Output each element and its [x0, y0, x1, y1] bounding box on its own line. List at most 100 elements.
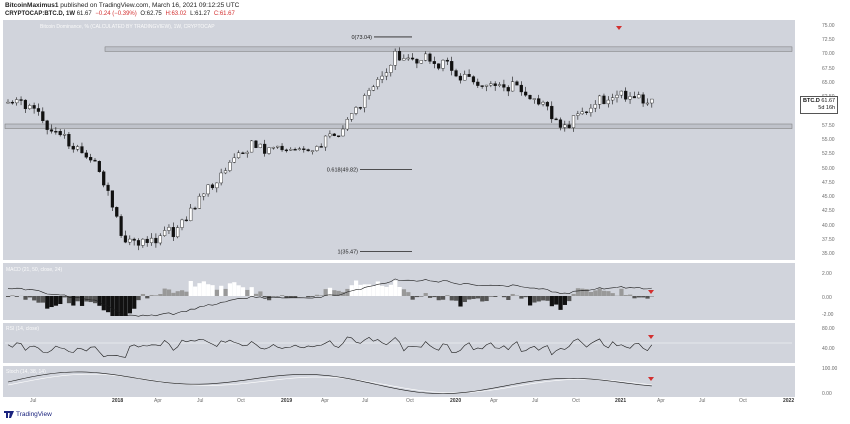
macd-histogram-bar	[545, 296, 550, 301]
x-tick-label: Jul	[197, 398, 204, 404]
candle-bear	[23, 99, 27, 110]
candle-bear	[337, 135, 341, 137]
candle-bull	[650, 98, 654, 104]
candle-bull	[249, 140, 254, 153]
candle-bull	[589, 107, 593, 113]
candle-bear	[106, 184, 110, 191]
macd-histogram-bar	[401, 289, 407, 296]
candle-bull	[637, 94, 641, 99]
x-tick-label: Jul	[362, 398, 369, 404]
price-axis[interactable]	[795, 20, 850, 397]
candle-bear	[476, 81, 480, 86]
candle-bear	[89, 157, 93, 161]
macd-legend: MACD (21, 50, close, 24)	[6, 267, 63, 273]
candle-bear	[641, 94, 645, 104]
candle-bear	[19, 99, 23, 101]
candle-bull	[354, 107, 358, 114]
macd-histogram-bar	[71, 296, 76, 306]
last-value: 61.67	[76, 11, 92, 17]
macd-histogram-bar	[193, 286, 198, 296]
macd-histogram-bar	[40, 296, 45, 303]
macd-histogram-bar	[567, 296, 572, 302]
candle-bear	[450, 61, 454, 71]
candle-bear	[437, 63, 441, 69]
indicator-tick-label: 0.00	[822, 295, 832, 301]
macd-histogram-bar	[210, 285, 215, 296]
macd-histogram-bar	[410, 296, 415, 300]
candle-bear	[145, 238, 149, 243]
candle-bull	[402, 58, 406, 61]
support-zone	[4, 123, 793, 129]
candle-bull	[189, 207, 193, 221]
candle-bear	[284, 149, 288, 152]
indicator-tick-label: 40.00	[822, 346, 835, 352]
macd-histogram-bar	[127, 296, 132, 314]
macd-histogram-bar	[628, 294, 633, 296]
candle-bull	[532, 98, 536, 100]
macd-histogram-bar	[306, 296, 311, 298]
macd-histogram-bar	[536, 296, 541, 302]
macd-histogram-bar	[166, 289, 172, 296]
macd-histogram-bar	[354, 280, 359, 296]
macd-histogram-bar	[188, 280, 193, 296]
x-tick-label: Apr	[321, 398, 329, 404]
macd-histogram-bar	[66, 296, 72, 304]
macd-histogram-bar	[541, 296, 546, 301]
macd-histogram-bar	[271, 296, 276, 297]
candle-bear	[293, 149, 297, 151]
candle-bear	[84, 152, 88, 158]
macd-histogram-bar	[93, 296, 98, 304]
macd-histogram-bar	[84, 296, 89, 302]
candle-bear	[445, 59, 449, 62]
ohlc-high: H:63.02	[165, 11, 187, 17]
candle-bear	[49, 129, 54, 132]
candle-bull	[141, 238, 145, 246]
candle-bull	[149, 237, 154, 243]
macd-histogram-bar	[445, 295, 450, 296]
candle-bull	[323, 135, 328, 148]
macd-histogram-bar	[475, 296, 480, 299]
y-tick-label: 50.00	[822, 165, 835, 172]
macd-histogram-bar	[53, 296, 59, 306]
candle-bear	[458, 75, 462, 81]
macd-histogram-bar	[123, 296, 128, 316]
candle-bear	[528, 94, 532, 100]
macd-histogram-bar	[158, 294, 163, 296]
candle-bull	[489, 83, 493, 86]
publisher-name[interactable]: BitcoinMaximus1	[5, 2, 59, 9]
price-tag-countdown: 5d 16h	[818, 105, 836, 111]
candle-bear	[319, 146, 323, 148]
macd-histogram-bar	[223, 288, 228, 296]
macd-histogram-bar	[114, 296, 119, 316]
macd-histogram-bar	[140, 293, 146, 296]
candle-bull	[376, 79, 380, 87]
y-tick-label: 47.50	[822, 179, 835, 186]
candle-bull	[206, 184, 210, 195]
candle-bear	[332, 133, 336, 136]
macd-histogram-bar	[88, 296, 93, 303]
candle-bear	[502, 84, 506, 88]
candle-bear	[397, 50, 402, 61]
candle-bull	[297, 148, 302, 150]
macd-histogram-bar	[619, 288, 624, 296]
macd-histogram-bar	[23, 296, 28, 300]
stoch-pane[interactable]	[3, 366, 795, 397]
resistance-zone	[104, 46, 793, 52]
candle-bear	[110, 190, 114, 208]
candle-bull	[310, 150, 315, 152]
macd-histogram-bar	[623, 295, 628, 296]
macd-histogram-bar	[436, 296, 441, 301]
macd-histogram-bar	[345, 288, 350, 296]
macd-histogram-bar	[367, 284, 372, 296]
y-tick-label: 72.50	[822, 37, 835, 43]
tradingview-logo[interactable]: TradingView	[4, 411, 52, 418]
macd-histogram-bar	[79, 296, 85, 306]
candle-bull	[380, 75, 384, 80]
macd-histogram-bar	[393, 280, 398, 296]
candle-bear	[36, 108, 41, 112]
symbol-label[interactable]: CRYPTOCAP:BTC.D, 1W	[5, 11, 76, 17]
y-tick-label: 45.00	[822, 194, 835, 201]
macd-histogram-bar	[632, 296, 637, 299]
candle-bear	[41, 111, 45, 122]
macd-histogram-bar	[406, 292, 411, 296]
